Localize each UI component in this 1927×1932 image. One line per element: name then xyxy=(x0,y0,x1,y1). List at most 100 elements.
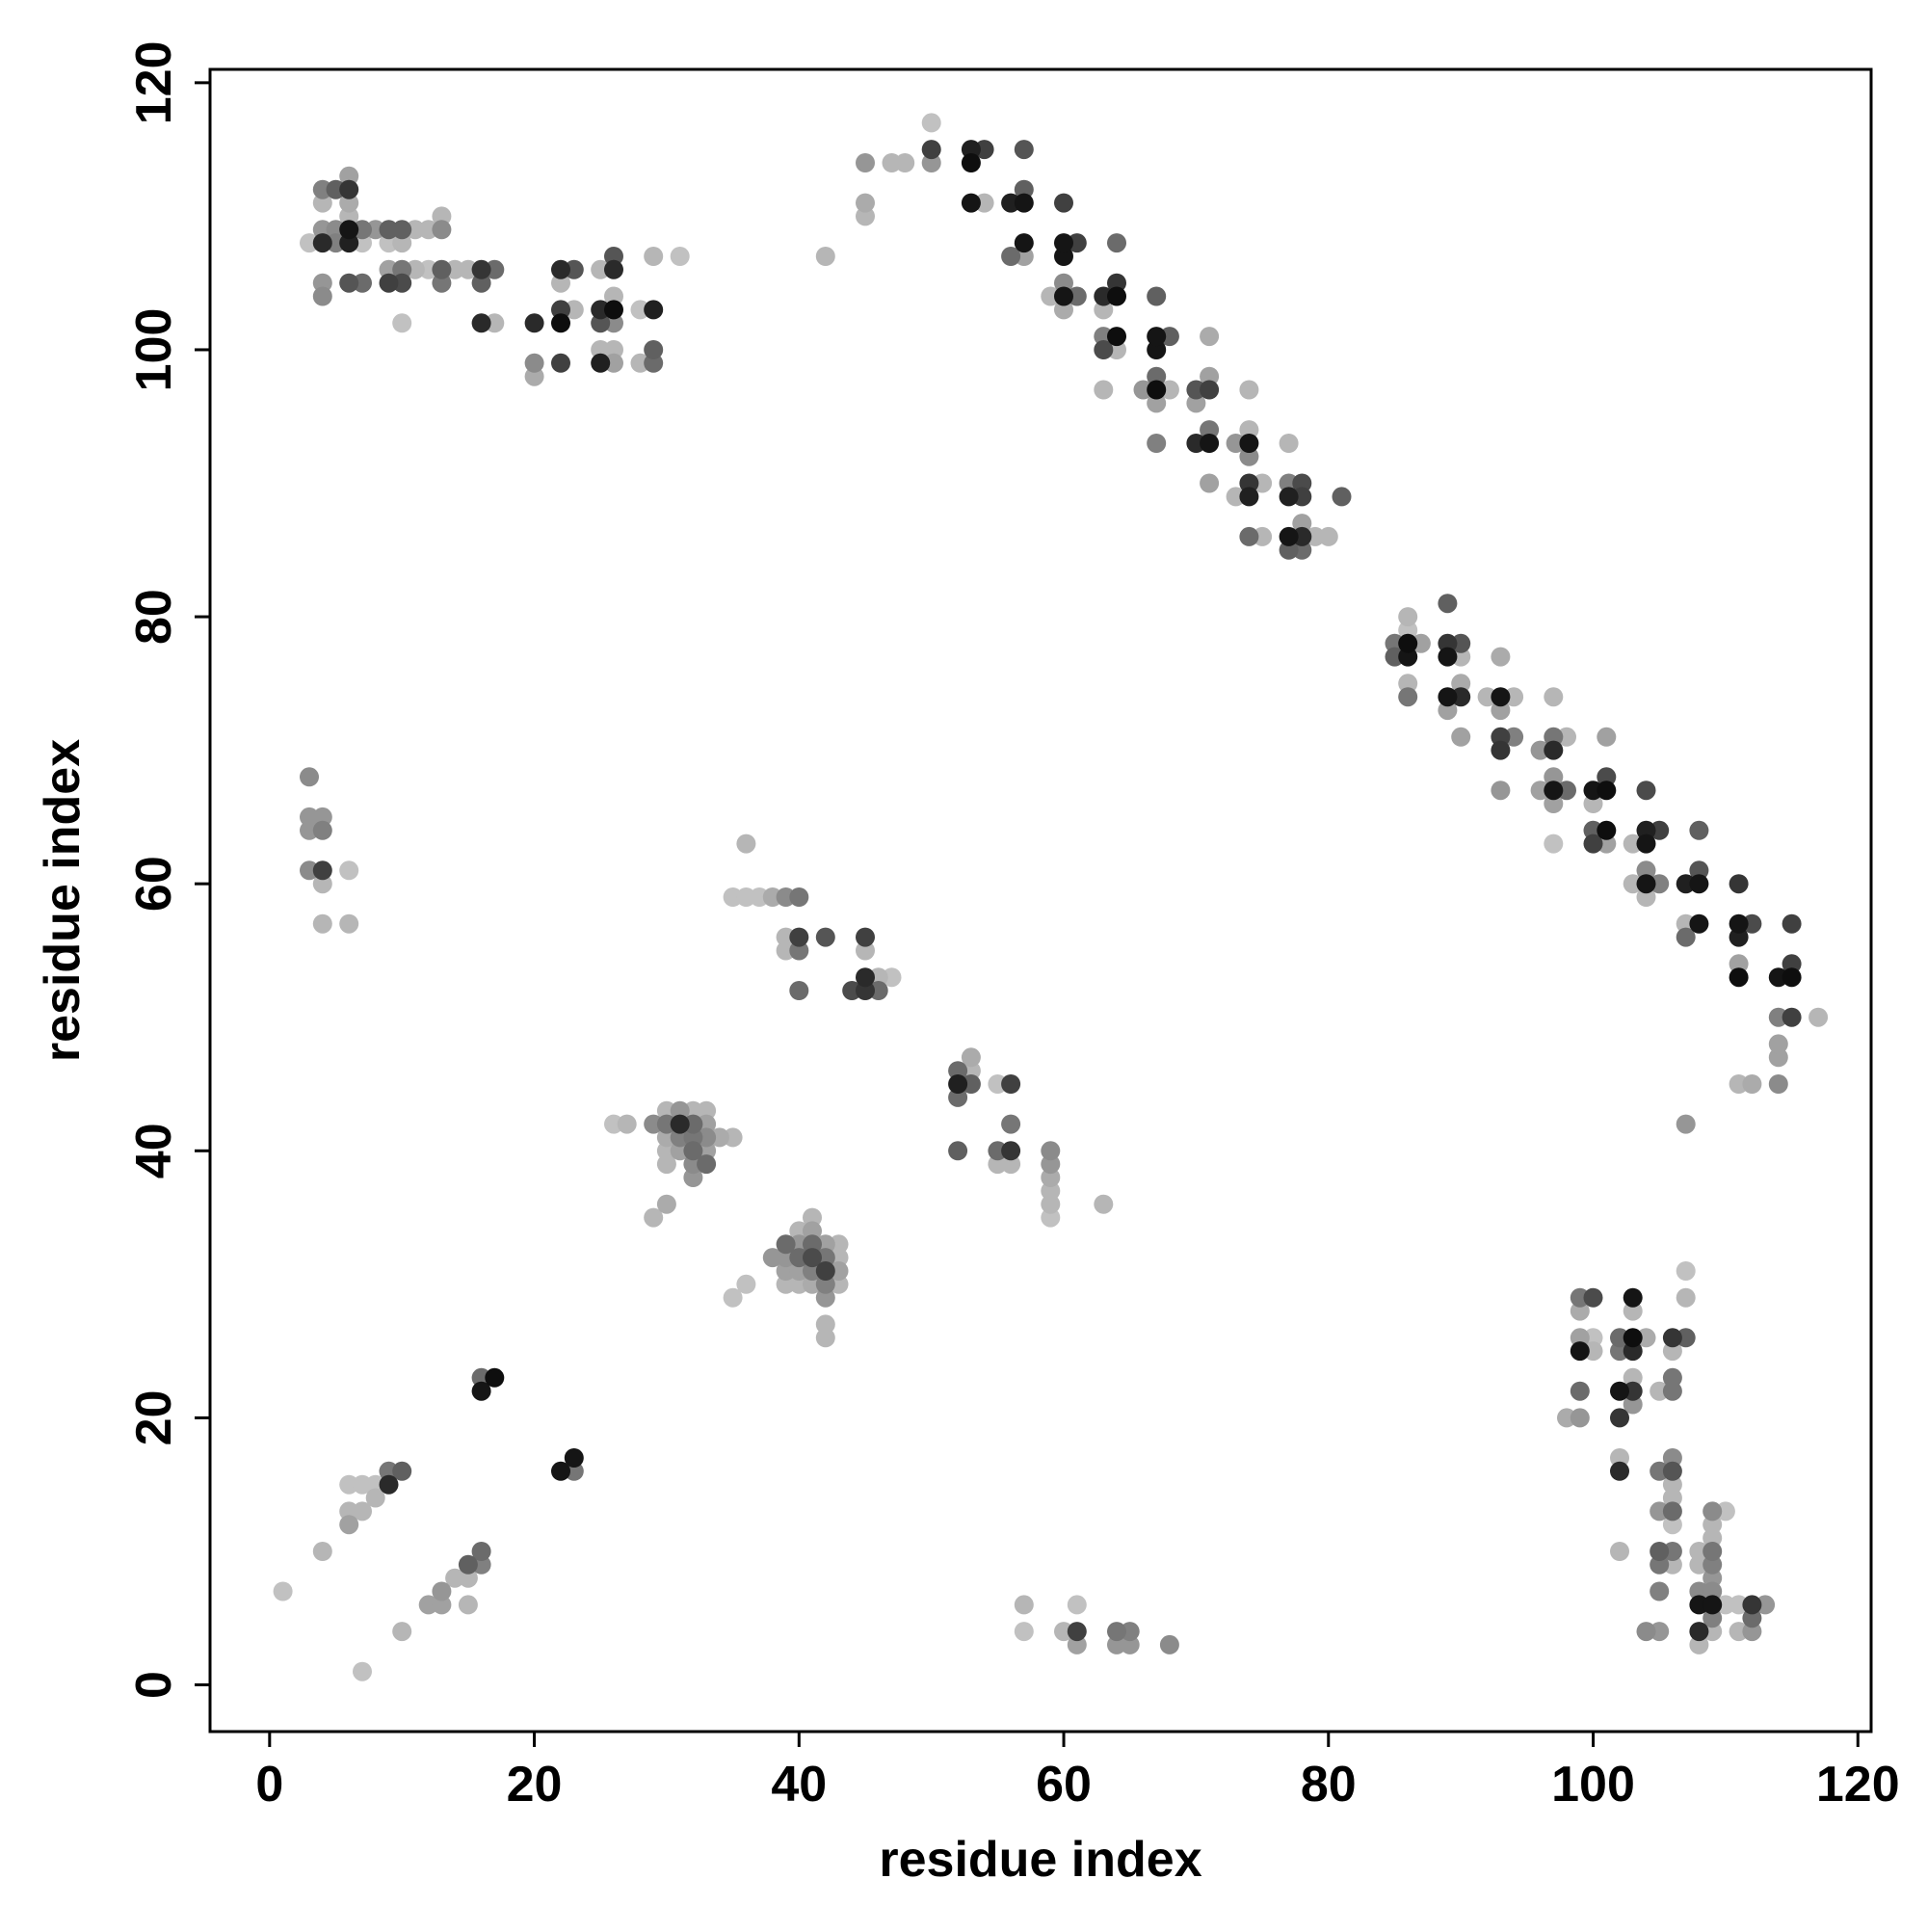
data-point xyxy=(353,1661,372,1681)
x-tick-label: 0 xyxy=(255,1757,283,1813)
data-point xyxy=(1676,1114,1696,1134)
data-point xyxy=(1689,820,1709,840)
data-point xyxy=(1768,1034,1788,1054)
data-point xyxy=(1689,1542,1709,1561)
data-point xyxy=(1094,340,1114,359)
data-point xyxy=(524,353,544,373)
data-point xyxy=(1253,473,1273,493)
data-point xyxy=(948,1074,968,1094)
data-point xyxy=(1041,1141,1061,1161)
data-point xyxy=(1279,540,1299,560)
data-point xyxy=(776,927,796,947)
data-point xyxy=(856,153,875,172)
data-point xyxy=(803,1207,822,1228)
data-point xyxy=(379,233,399,253)
data-point xyxy=(1451,633,1471,653)
data-point xyxy=(365,1474,385,1495)
data-point xyxy=(300,233,319,253)
data-point xyxy=(630,353,650,373)
data-point xyxy=(856,981,875,1000)
data-point xyxy=(1583,1341,1603,1362)
data-point xyxy=(1491,687,1511,707)
data-point xyxy=(1014,193,1034,213)
data-point xyxy=(723,1127,743,1148)
data-point xyxy=(1610,1408,1629,1428)
data-point xyxy=(856,927,875,947)
data-point xyxy=(856,193,875,213)
data-point xyxy=(405,220,425,240)
data-point xyxy=(1610,1341,1629,1362)
data-point xyxy=(974,140,994,160)
data-point xyxy=(856,967,875,988)
data-point xyxy=(736,887,756,907)
data-point xyxy=(1703,1608,1723,1628)
data-point xyxy=(1610,1448,1629,1468)
data-point xyxy=(1662,1461,1682,1481)
data-point xyxy=(1623,874,1643,894)
data-point xyxy=(656,1194,676,1214)
data-point xyxy=(1239,434,1259,453)
data-point xyxy=(471,259,491,279)
data-point xyxy=(1742,1608,1762,1628)
data-point xyxy=(524,366,544,386)
data-point xyxy=(339,166,359,186)
data-point xyxy=(353,273,372,293)
data-point xyxy=(551,300,570,320)
data-point xyxy=(789,1274,809,1294)
data-point xyxy=(1544,781,1564,801)
data-point xyxy=(1782,1007,1802,1027)
data-point xyxy=(1583,834,1603,854)
data-point xyxy=(392,1461,412,1481)
data-point xyxy=(1742,1074,1762,1094)
data-point xyxy=(776,1274,796,1294)
data-point xyxy=(1239,487,1259,507)
data-point xyxy=(1054,247,1073,266)
data-point xyxy=(1742,1622,1762,1642)
data-point xyxy=(683,1154,703,1175)
data-point xyxy=(1398,620,1418,640)
data-point xyxy=(353,220,372,240)
data-point xyxy=(697,1100,717,1121)
data-point xyxy=(1107,340,1126,359)
data-point xyxy=(1147,366,1167,386)
data-point xyxy=(1544,687,1564,707)
data-point xyxy=(1067,233,1087,253)
data-point xyxy=(1001,1074,1021,1094)
data-point xyxy=(1411,633,1431,653)
data-point xyxy=(1398,674,1418,694)
x-tick-label: 20 xyxy=(507,1757,563,1813)
data-point xyxy=(829,1274,849,1294)
data-point xyxy=(1239,526,1259,546)
data-point xyxy=(1676,913,1696,934)
data-point xyxy=(815,1328,835,1348)
data-point xyxy=(1662,1474,1682,1495)
data-point xyxy=(1491,647,1511,667)
data-point xyxy=(1001,247,1021,266)
data-point xyxy=(1636,860,1656,881)
data-point xyxy=(1054,286,1073,306)
data-point xyxy=(339,273,359,293)
data-point xyxy=(961,140,981,160)
data-point xyxy=(471,1554,491,1575)
data-point xyxy=(1491,727,1511,747)
data-point xyxy=(1689,1581,1709,1601)
data-point xyxy=(961,1061,981,1081)
data-point xyxy=(1147,393,1167,413)
data-point xyxy=(1597,767,1617,787)
data-point xyxy=(1662,1367,1682,1388)
data-point xyxy=(1107,327,1126,347)
data-point xyxy=(1729,874,1749,894)
data-point xyxy=(815,1261,835,1281)
data-point xyxy=(1014,140,1034,160)
x-tick-label: 60 xyxy=(1036,1757,1092,1813)
data-point xyxy=(1014,1622,1034,1642)
data-point xyxy=(697,1114,717,1134)
data-point xyxy=(551,353,570,373)
data-point xyxy=(1041,1180,1061,1201)
data-point xyxy=(1186,434,1206,453)
data-point xyxy=(961,1047,981,1068)
data-point xyxy=(1041,286,1061,306)
data-point xyxy=(1200,327,1220,347)
data-point xyxy=(339,220,359,240)
data-point xyxy=(1200,473,1220,493)
